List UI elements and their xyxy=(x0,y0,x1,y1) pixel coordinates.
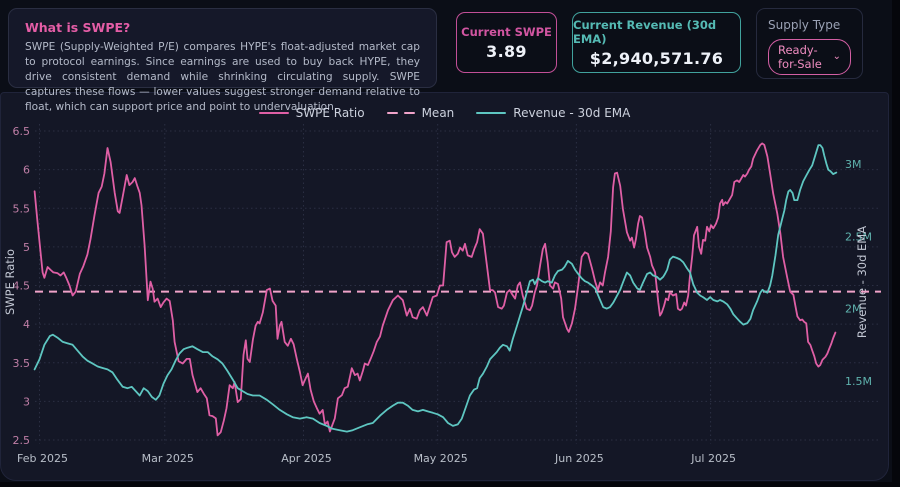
legend-item-swpe-ratio[interactable]: SWPE Ratio xyxy=(258,106,365,120)
info-body: SWPE (Supply-Weighted P/E) compares HYPE… xyxy=(25,41,420,114)
supply-type-dropdown[interactable]: Ready-for-Sale ⌄ xyxy=(768,39,851,75)
swpe-line-swatch-icon xyxy=(258,111,289,115)
supply-type-panel: Supply Type Ready-for-Sale ⌄ xyxy=(756,8,863,79)
legend-label: Revenue - 30d EMA xyxy=(513,106,631,120)
info-title: What is SWPE? xyxy=(25,20,131,35)
current-swpe-label: Current SWPE xyxy=(461,24,552,39)
window-right-edge xyxy=(892,0,900,487)
legend-label: SWPE Ratio xyxy=(295,106,365,120)
current-revenue-label: Current Revenue (30d EMA) xyxy=(573,17,717,46)
series-revenue-30d-ema xyxy=(33,144,838,433)
chevron-down-icon: ⌄ xyxy=(832,51,841,62)
supply-type-selected-value: Ready-for-Sale xyxy=(778,43,822,71)
legend-label: Mean xyxy=(421,106,455,120)
window-bottom-edge xyxy=(0,482,900,487)
revenue-line-swatch-icon xyxy=(476,111,507,115)
info-panel: What is SWPE? SWPE (Supply-Weighted P/E)… xyxy=(8,8,437,113)
series-swpe-ratio xyxy=(33,142,837,437)
supply-type-label: Supply Type xyxy=(768,18,841,32)
current-swpe-card: Current SWPE 3.89 xyxy=(456,12,557,73)
current-revenue-value: $2,940,571.76 xyxy=(589,48,724,68)
chart-legend: SWPE Ratio Mean Revenue - 30d EMA xyxy=(0,106,889,120)
current-swpe-value: 3.89 xyxy=(486,41,527,61)
current-revenue-card: Current Revenue (30d EMA) $2,940,571.76 xyxy=(572,12,741,73)
legend-item-revenue[interactable]: Revenue - 30d EMA xyxy=(476,106,630,120)
mean-dash-swatch-icon xyxy=(386,111,415,115)
legend-item-mean[interactable]: Mean xyxy=(386,106,455,120)
chart-panel xyxy=(0,92,889,481)
